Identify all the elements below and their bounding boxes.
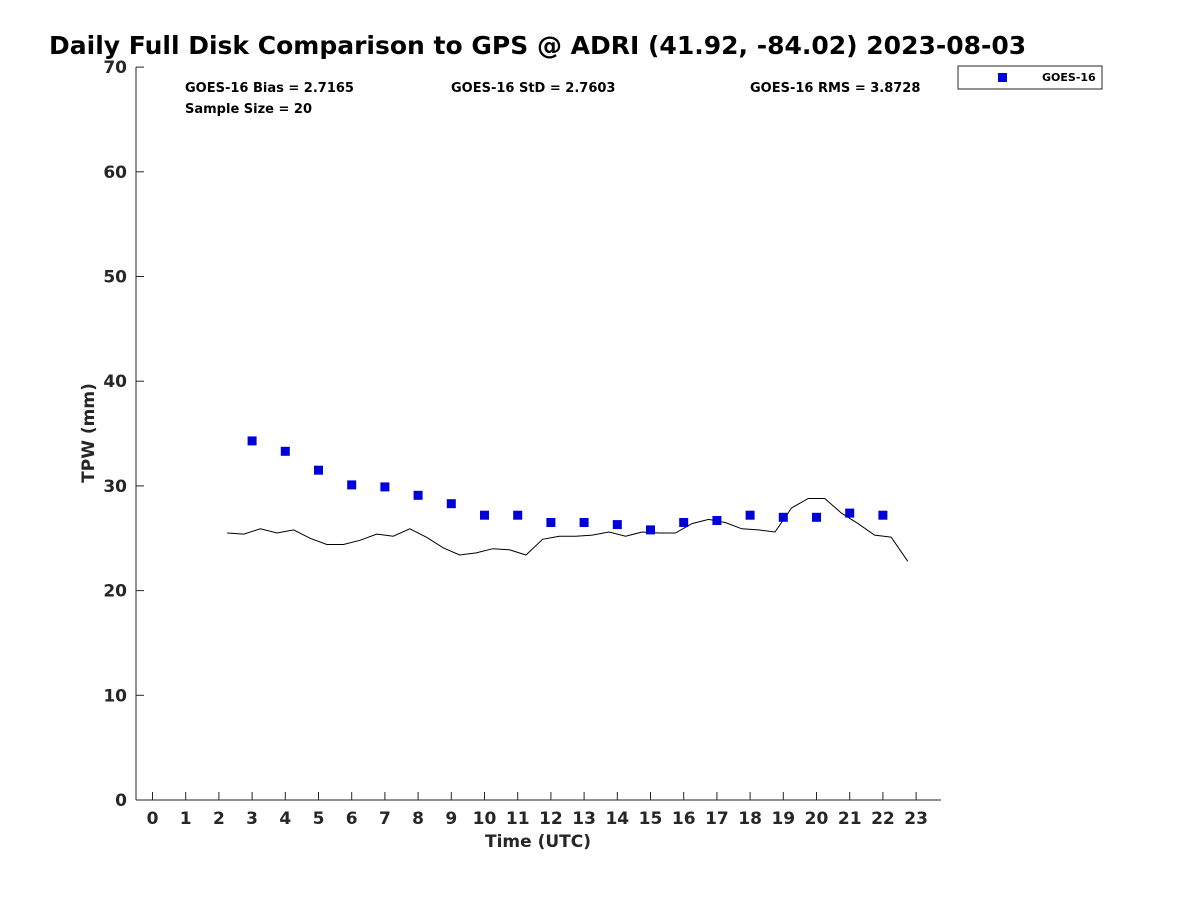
- goes16-data-point: [845, 508, 855, 518]
- goes16-data-point: [812, 512, 821, 522]
- goes16-data-point: [679, 518, 689, 527]
- x-ticks: 0 1 2 3 4 5 6 7 8 9 10 11 12 13 14 15 16 17 18 19 20 21 22 23: [147, 792, 928, 829]
- y-tick-label: 0: [115, 791, 127, 811]
- stat-std: GOES-16 StD = 2.7603: [451, 81, 615, 96]
- goes16-data-point: [347, 480, 357, 490]
- x-tick-label: 20: [805, 809, 829, 829]
- gps-series-line: [227, 498, 909, 562]
- plot-area: [227, 436, 909, 562]
- stat-bias: GOES-16 Bias = 2.7165: [185, 81, 354, 96]
- goes16-data-point: [612, 520, 622, 530]
- x-tick-label: 1: [180, 809, 192, 829]
- y-tick-label: 40: [103, 372, 127, 392]
- x-tick-label: 9: [445, 809, 457, 829]
- x-tick-label: 17: [705, 809, 729, 829]
- goes16-data-point: [513, 510, 523, 520]
- goes16-data-point: [712, 516, 722, 525]
- goes16-data-point: [446, 499, 456, 509]
- legend: GOES-16: [957, 65, 1103, 90]
- x-tick-label: 11: [506, 809, 530, 829]
- y-tick-label: 10: [103, 686, 127, 706]
- x-tick-label: 8: [412, 809, 424, 829]
- y-tick-label: 30: [103, 477, 127, 497]
- y-tick-label: 60: [103, 163, 127, 183]
- axes: [135, 67, 941, 801]
- goes16-data-point: [314, 465, 323, 475]
- stat-sample-size: Sample Size = 20: [185, 102, 312, 117]
- x-tick-label: 4: [279, 809, 291, 829]
- goes16-data-point: [579, 518, 589, 527]
- goes16-data-point: [280, 446, 290, 456]
- x-tick-label: 23: [904, 809, 928, 829]
- goes16-data-point: [646, 525, 655, 535]
- goes16-data-point: [480, 510, 489, 520]
- x-tick-label: 19: [771, 809, 795, 829]
- legend-box: [957, 65, 1103, 90]
- stat-rms: GOES-16 RMS = 3.8728: [750, 81, 920, 96]
- x-tick-label: 6: [346, 809, 358, 829]
- x-tick-label: 14: [605, 809, 629, 829]
- y-tick-label: 50: [103, 268, 127, 288]
- x-tick-label: 7: [379, 809, 391, 829]
- x-tick-label: 16: [672, 809, 696, 829]
- x-tick-label: 2: [213, 809, 225, 829]
- x-tick-label: 18: [738, 809, 762, 829]
- x-tick-label: 10: [473, 809, 497, 829]
- x-axis-label: Time (UTC): [485, 832, 591, 852]
- y-tick-label: 20: [103, 582, 127, 602]
- goes-series-points: [247, 436, 888, 535]
- chart-title: Daily Full Disk Comparison to GPS @ ADRI…: [49, 31, 1026, 60]
- goes16-data-point: [380, 482, 390, 492]
- x-tick-label: 3: [246, 809, 258, 829]
- goes16-data-point: [745, 510, 755, 520]
- y-axis-label: TPW (mm): [79, 383, 99, 483]
- goes16-data-point: [413, 490, 423, 500]
- x-tick-label: 13: [572, 809, 596, 829]
- legend-square-marker: [998, 73, 1007, 82]
- x-tick-label: 22: [871, 809, 895, 829]
- goes16-data-point: [247, 436, 257, 446]
- goes16-data-point: [546, 518, 556, 527]
- y-ticks: 0 10 20 30 40 50 60 70: [103, 58, 144, 811]
- goes16-data-point: [878, 510, 888, 520]
- x-tick-label: 21: [838, 809, 862, 829]
- y-tick-label: 70: [103, 58, 127, 78]
- x-tick-label: 12: [539, 809, 563, 829]
- legend-label-goes16: GOES-16: [1042, 71, 1096, 84]
- x-tick-label: 5: [313, 809, 325, 829]
- x-tick-label: 15: [639, 809, 663, 829]
- x-tick-label: 0: [147, 809, 159, 829]
- goes16-data-point: [778, 512, 788, 522]
